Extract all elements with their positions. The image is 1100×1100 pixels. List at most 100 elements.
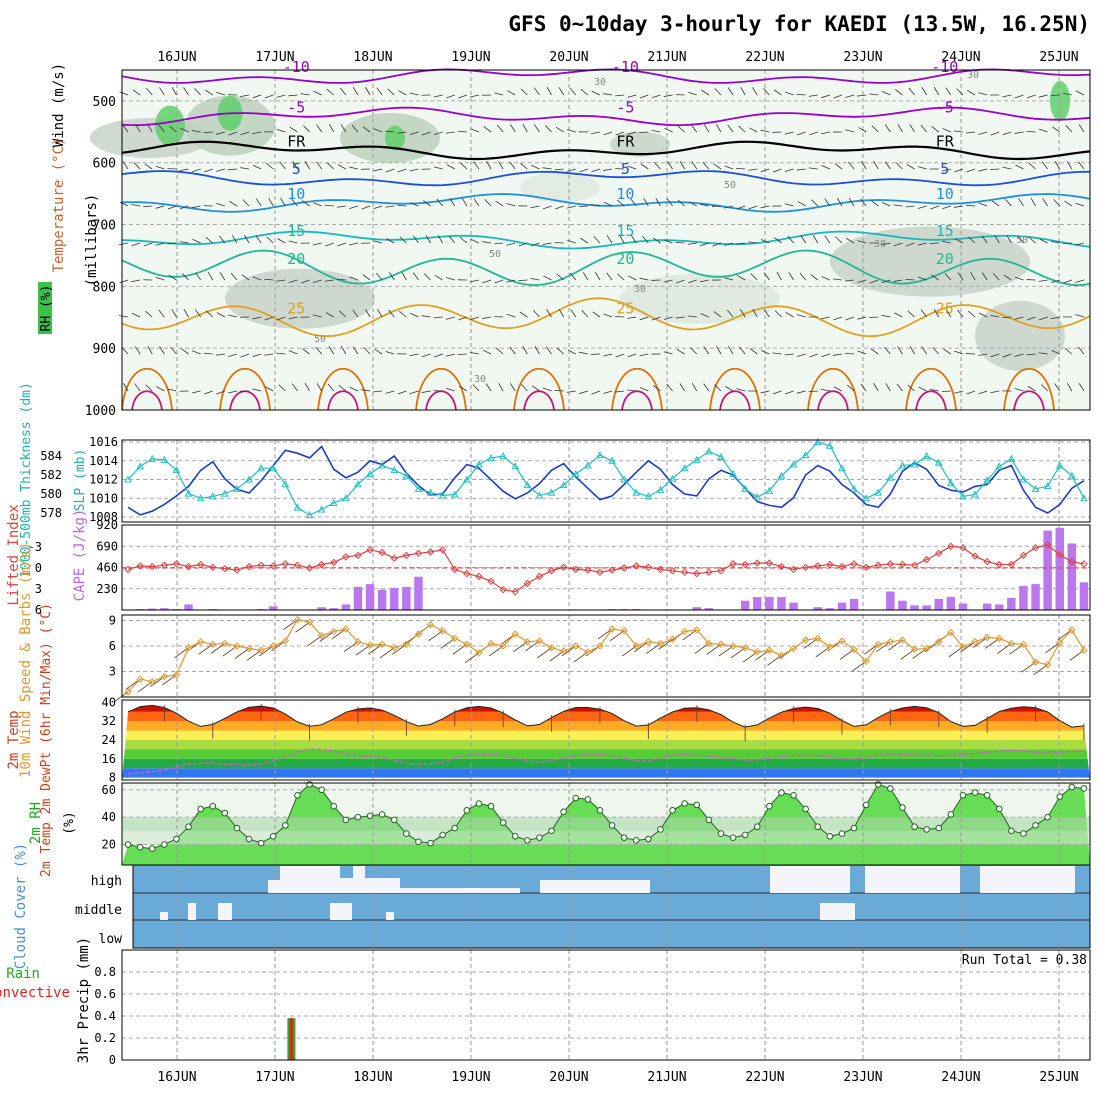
wind-barb [970,272,976,281]
wind-barb [459,385,468,392]
wind-barb [534,346,540,355]
wind-barb [555,205,564,210]
lifted-index-marker [124,565,132,574]
wind-barb [289,126,298,133]
slp-marker [717,452,725,460]
wind-barb [663,351,673,355]
wind-barb [1050,316,1060,320]
wind-barb [627,94,637,98]
wind-barb [349,242,359,246]
wind-speed-marker [148,677,156,686]
lifted-index-marker [801,563,810,572]
lifted-index-marker [535,572,544,581]
wind-barb [147,346,153,355]
lifted-index-marker [366,546,374,554]
wind-barb [1003,274,1012,281]
wind-barb [304,161,310,170]
cape-bar [777,597,786,610]
wind-barb [809,353,818,358]
wind-barb [941,240,951,244]
rh-contour-label: 50 [724,180,736,191]
wind-barb [763,87,770,96]
date-label-top: 21JUN [647,50,686,65]
lifted-index-marker [172,560,181,568]
wind-barb [578,351,588,355]
wind-barb [881,202,891,207]
wind-barb [179,241,189,244]
slp-marker [596,451,604,459]
wind-barb [222,645,238,657]
wind-barb [954,238,964,244]
cape-bar [317,607,326,610]
wind-barb [556,273,564,281]
lifted-index-marker [898,560,907,569]
slp-marker [426,488,435,496]
left-tick-label: 3 [35,582,42,596]
contour-label: 15 [936,222,954,240]
wind-barb [703,383,710,392]
contour-label: FR [287,132,306,150]
rh-marker [439,831,446,839]
rh-marker [257,839,265,847]
slp-marker [257,464,265,472]
rh-marker [1032,822,1039,829]
y-axis-label: (millibars) [84,194,100,287]
wind-barb [252,131,262,135]
wind-barb [580,237,589,244]
wind-barb [216,312,226,318]
lifted-index-marker [330,558,338,567]
wind-barb [833,94,843,99]
wind-speed-marker [789,644,798,653]
wind-barb [119,279,129,284]
wind-barb [324,279,334,282]
wind-barb [1014,94,1024,99]
wind-barb [324,204,334,207]
rh-shading [975,300,1065,371]
wind-barb [1065,125,1073,133]
wind-barb [328,346,335,355]
wind-barb [145,384,153,392]
wind-barb [255,235,262,244]
wind-barb [617,273,625,281]
temp-band [122,740,1090,750]
lifted-index-marker [390,554,398,562]
wind-barb [1006,235,1012,244]
wind-speed-marker [850,645,858,654]
wind-barb [279,161,286,170]
wind-barb [288,240,298,244]
rh-marker [511,833,519,840]
temperature-contour [719,390,751,411]
wind-barb [268,198,274,207]
wind-barb [494,279,504,284]
rh-marker [342,816,350,824]
slp-marker [354,480,362,488]
wind-barb [361,205,371,210]
wind-barb [690,347,698,355]
lifted-index-marker [1043,541,1052,549]
lifted-index-marker [196,560,205,569]
wind-barb [421,390,431,393]
slp-marker [644,492,653,500]
wind-barb [379,647,395,659]
wind-barb [377,309,383,318]
wind-barb [1075,202,1085,207]
wind-barb [1078,124,1085,133]
wind-barb [615,353,625,358]
wind-barb [1026,316,1036,321]
slp-marker [184,489,193,497]
slp-marker [620,475,628,483]
rh-marker [427,839,434,847]
cape-bar [353,586,363,610]
cape-bar [1079,582,1089,610]
cape-bar [160,608,169,610]
wind-barb [198,643,214,655]
rh-marker [403,830,410,837]
wind-speed-marker [535,637,544,645]
wind-barb [978,131,988,135]
wind-barb [555,126,564,133]
wind-barb [470,238,480,244]
wind-barb [210,643,226,654]
wind-barb [931,126,939,133]
wind-barb [1018,198,1024,207]
wind-barb [307,635,322,647]
